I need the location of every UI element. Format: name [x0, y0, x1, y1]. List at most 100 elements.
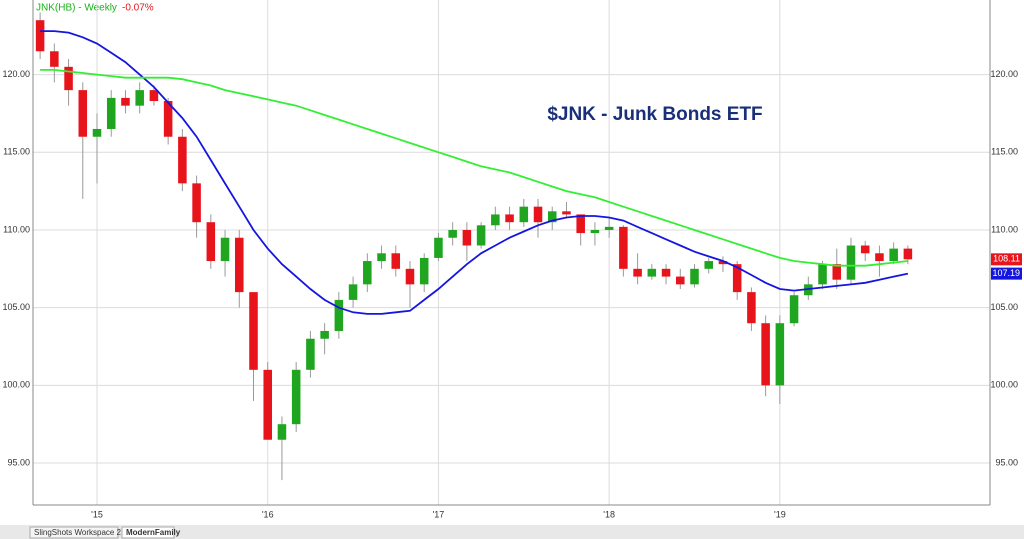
candle	[405, 261, 415, 308]
candle	[334, 292, 344, 339]
candle	[761, 315, 770, 397]
y-tick-label: 100.00	[990, 380, 1018, 390]
candle-body	[690, 268, 699, 285]
x-tick-label: '16	[262, 509, 274, 519]
candle-body	[505, 214, 514, 223]
x-tick-label: '18	[603, 509, 615, 519]
y-tick-label: 110.00	[991, 224, 1018, 234]
candle-body	[249, 292, 258, 370]
candle	[633, 253, 642, 285]
candle	[50, 43, 59, 83]
candle-body	[320, 330, 329, 339]
candle-body	[121, 97, 130, 106]
candle-body	[434, 237, 443, 258]
candle-body	[220, 237, 230, 262]
tab[interactable]: SlingShots Workspace 2	[29, 526, 122, 539]
moving-average-line	[40, 69, 909, 267]
change-label: -0.07%	[122, 3, 154, 14]
candle-body	[149, 90, 159, 101]
candle-body	[661, 268, 671, 277]
candle	[277, 416, 287, 481]
candle-body	[647, 268, 657, 277]
candle-body	[491, 214, 500, 226]
candle	[64, 59, 73, 106]
candle	[619, 225, 628, 277]
moving-average-line	[40, 30, 909, 315]
candle	[889, 242, 898, 265]
x-tick-label: '15	[91, 509, 103, 519]
candle-body	[106, 97, 116, 129]
candle	[377, 245, 386, 269]
y-tick-label: 95.00	[995, 457, 1018, 467]
candle	[661, 264, 671, 285]
candle	[78, 82, 88, 199]
candle	[704, 257, 713, 274]
y-tick-label: 120.00	[2, 69, 30, 79]
candle	[476, 222, 486, 249]
candle	[448, 222, 457, 246]
candle	[576, 214, 585, 246]
candle-body	[64, 66, 73, 91]
candle	[676, 268, 685, 290]
candle-body	[35, 20, 45, 52]
candle	[860, 240, 870, 262]
symbol-label: JNK(HB) - Weekly	[36, 3, 117, 14]
tab-box	[29, 526, 119, 539]
candle-body	[334, 299, 344, 331]
candle-body	[419, 257, 429, 285]
candle-body	[633, 268, 642, 277]
value-label: 107.19	[992, 268, 1020, 278]
candle-body	[462, 229, 472, 246]
candle-body	[519, 206, 529, 223]
candle-body	[163, 101, 173, 137]
candle	[832, 248, 842, 290]
y-tick-label: 115.00	[991, 147, 1018, 157]
y-tick-label: 95.00	[7, 457, 30, 467]
tab[interactable]: ModernFamily	[121, 526, 181, 539]
candle-body	[135, 90, 144, 106]
value-box	[991, 267, 1022, 280]
candle-body	[860, 245, 870, 254]
candle	[206, 214, 216, 269]
y-tick-label: 115.00	[3, 147, 30, 157]
candle	[789, 292, 799, 327]
candle	[92, 113, 102, 184]
x-tick-label: '19	[774, 509, 786, 519]
candle	[263, 362, 272, 440]
tab-bar	[0, 525, 1024, 539]
candle-body	[676, 276, 685, 285]
candle-body	[92, 128, 102, 137]
candle-body	[903, 248, 913, 260]
candle-body	[235, 237, 244, 293]
tab-label: SlingShots Workspace 2	[34, 528, 122, 537]
candle	[690, 264, 699, 288]
candle	[320, 323, 329, 355]
candle-body	[476, 225, 486, 246]
candle-body	[747, 292, 756, 324]
candle	[747, 287, 756, 331]
candle-body	[78, 90, 88, 137]
candle-body	[448, 229, 457, 238]
candle	[718, 256, 728, 272]
candle-body	[761, 323, 770, 386]
candle	[533, 198, 543, 238]
candle	[647, 264, 657, 280]
candle	[35, 12, 45, 60]
candle-body	[818, 264, 827, 285]
candle	[192, 175, 201, 238]
candle	[363, 253, 372, 293]
candle-body	[291, 369, 301, 425]
candle	[178, 128, 187, 192]
candle-body	[889, 248, 898, 262]
candle-body	[306, 338, 315, 370]
candle-body	[732, 264, 742, 293]
candle	[419, 253, 429, 293]
y-tick-label: 105.00	[990, 302, 1018, 312]
candle-body	[533, 206, 543, 223]
candle-body	[192, 183, 201, 223]
candle-body	[718, 261, 728, 265]
candle	[348, 276, 358, 308]
candle	[106, 90, 116, 137]
